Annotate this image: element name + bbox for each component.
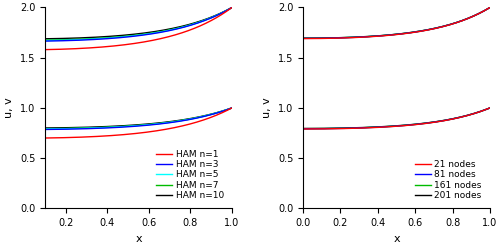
X-axis label: x: x	[393, 234, 400, 244]
Y-axis label: u, v: u, v	[262, 97, 272, 118]
Y-axis label: u, v: u, v	[4, 97, 15, 118]
Legend: HAM n=1, HAM n=3, HAM n=5, HAM n=7, HAM n=10: HAM n=1, HAM n=3, HAM n=5, HAM n=7, HAM …	[152, 146, 228, 204]
X-axis label: x: x	[135, 234, 142, 244]
Legend: 21 nodes, 81 nodes, 161 nodes, 201 nodes: 21 nodes, 81 nodes, 161 nodes, 201 nodes	[411, 156, 486, 204]
